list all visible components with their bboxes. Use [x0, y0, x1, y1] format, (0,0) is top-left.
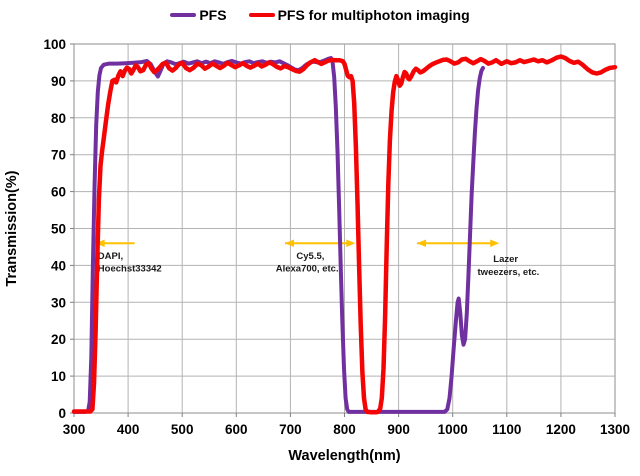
annotation-arrow-head	[346, 239, 356, 248]
y-tick-label: 50	[51, 222, 66, 237]
x-tick-label: 1200	[546, 422, 576, 437]
multiphoton-line-swatch	[248, 12, 275, 18]
dapi-annotation: DAPI,Hoechst33342	[95, 239, 162, 274]
annotation-arrow-head	[490, 239, 500, 248]
legend-label-pfs: PFS	[199, 7, 227, 23]
y-tick-label: 40	[51, 258, 66, 273]
legend-item-pfs: PFS	[170, 7, 227, 23]
annotation-text: Hoechst33342	[98, 263, 162, 274]
x-tick-label: 400	[117, 422, 140, 437]
annotation-text: Cy5.5,	[296, 251, 324, 262]
chart-legend: PFS PFS for multiphoton imaging	[0, 7, 640, 23]
series-line-pfs	[72, 56, 485, 414]
y-tick-label: 100	[43, 37, 66, 52]
annotation-arrow-head	[416, 239, 426, 248]
y-tick-label: 60	[51, 185, 66, 200]
y-tick-label: 80	[51, 111, 66, 126]
annotation-text: DAPI,	[98, 251, 123, 262]
x-tick-label: 1300	[600, 422, 630, 437]
series-line-multiphoton	[71, 54, 618, 415]
cy55-annotation: Cy5.5,Alexa700, etc.	[276, 239, 356, 274]
pfs-line-swatch	[170, 12, 197, 18]
y-tick-label: 10	[51, 369, 66, 384]
x-tick-label: 1000	[438, 422, 468, 437]
x-tick-label: 1100	[492, 422, 521, 437]
y-tick-label: 70	[51, 148, 66, 163]
x-tick-label: 500	[171, 422, 194, 437]
annotation-text: Alexa700, etc.	[276, 263, 339, 274]
annotation-text: Lazer	[493, 254, 518, 265]
x-tick-label: 900	[387, 422, 410, 437]
x-tick-label: 700	[279, 422, 302, 437]
y-tick-label: 20	[51, 332, 66, 347]
x-tick-label: 300	[63, 422, 86, 437]
y-tick-label: 90	[51, 74, 66, 89]
legend-label-multiphoton: PFS for multiphoton imaging	[277, 7, 470, 23]
annotation-arrow-head	[95, 239, 105, 248]
x-tick-label: 600	[225, 422, 248, 437]
y-tick-label: 0	[58, 406, 66, 421]
x-tick-label: 800	[333, 422, 356, 437]
legend-item-multiphoton: PFS for multiphoton imaging	[248, 7, 470, 23]
y-axis-title: Transmission(%)	[4, 170, 20, 286]
y-tick-label: 30	[51, 295, 66, 310]
x-axis-title: Wavelength(nm)	[288, 448, 400, 464]
annotation-arrow-head	[284, 239, 294, 248]
lazer-annotation: Lazer tweezers, etc.	[416, 239, 540, 278]
annotation-text: tweezers, etc.	[478, 267, 540, 278]
